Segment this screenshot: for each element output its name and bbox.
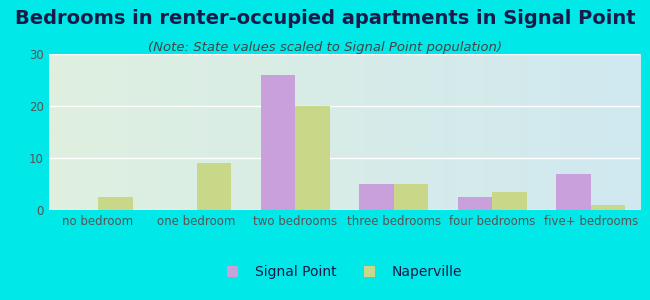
Bar (359, 184, 394, 210)
Bar (98, 197, 133, 210)
Bar (394, 184, 428, 210)
Text: Bedrooms in renter-occupied apartments in Signal Point: Bedrooms in renter-occupied apartments i… (15, 9, 635, 28)
Bar (458, 197, 493, 210)
Bar (261, 75, 295, 210)
Bar (556, 174, 591, 210)
Bar (196, 163, 231, 210)
Text: (Note: State values scaled to Signal Point population): (Note: State values scaled to Signal Poi… (148, 40, 502, 53)
Legend: Signal Point, Naperville: Signal Point, Naperville (221, 259, 468, 284)
Bar (591, 205, 625, 210)
Bar (295, 106, 330, 210)
Bar (493, 192, 527, 210)
